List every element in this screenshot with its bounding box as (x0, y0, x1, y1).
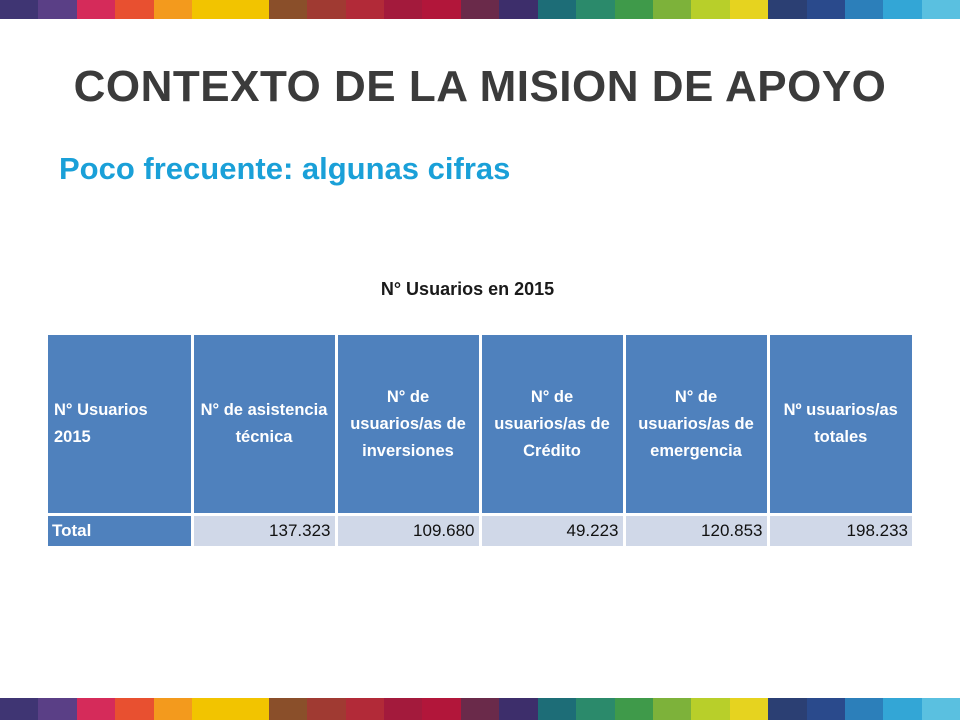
stripe-segment (153, 698, 193, 720)
stripe-segment (384, 698, 423, 720)
stripe-segment (384, 0, 423, 19)
stripe-segment (576, 0, 615, 19)
stripe-segment (806, 698, 845, 720)
stripe-segment (307, 0, 346, 19)
stripe-segment (537, 0, 577, 19)
stripe-segment (460, 0, 500, 19)
header-cell-emergency-users: N° de usuarios/as de emergencia (624, 335, 770, 513)
table-caption: N° Usuarios en 2015 (380, 279, 555, 299)
stripe-segment (499, 0, 538, 19)
stripe-segment (806, 0, 845, 19)
slide-subtitle: Poco frecuente: algunas cifras (59, 151, 511, 186)
users-table: N° Usuarios 2015 N° de asistencia técnic… (48, 335, 912, 546)
stripe-segment (0, 0, 39, 19)
cell-credit-users: 49.223 (480, 516, 626, 546)
stripe-segment (422, 698, 461, 720)
stripe-segment (691, 698, 730, 720)
bottom-color-stripe (0, 698, 960, 720)
row-label-total: Total (48, 516, 194, 546)
stripe-segment (268, 698, 308, 720)
stripe-segment (614, 698, 653, 720)
stripe-segment (307, 698, 346, 720)
cell-emergency-users: 120.853 (624, 516, 770, 546)
header-cell-total-users: Nº usuarios/as totales (768, 335, 912, 513)
header-cell-technical-assistance: N° de asistencia técnica (192, 335, 338, 513)
stripe-segment (115, 698, 154, 720)
stripe-segment (537, 698, 577, 720)
stripe-segment (38, 698, 77, 720)
stripe-segment (691, 0, 730, 19)
stripe-segment (729, 698, 769, 720)
stripe-segment (652, 698, 692, 720)
stripe-segment (614, 0, 653, 19)
stripe-segment (230, 0, 269, 19)
stripe-segment (268, 0, 308, 19)
stripe-segment (345, 0, 385, 19)
header-cell-users-2015: N° Usuarios 2015 (48, 335, 194, 513)
header-cell-investment-users: N° de usuarios/as de inversiones (336, 335, 482, 513)
header-cell-credit-users: N° de usuarios/as de Crédito (480, 335, 626, 513)
stripe-segment (192, 698, 231, 720)
table-row: Total 137.323 109.680 49.223 120.853 198… (48, 516, 912, 546)
stripe-segment (460, 698, 500, 720)
stripe-segment (76, 0, 116, 19)
stripe-segment (652, 0, 692, 19)
stripe-segment (921, 698, 960, 720)
stripe-segment (883, 698, 922, 720)
cell-investment-users: 109.680 (336, 516, 482, 546)
table-header-row: N° Usuarios 2015 N° de asistencia técnic… (48, 335, 912, 513)
stripe-segment (844, 698, 884, 720)
top-color-stripe (0, 0, 960, 19)
stripe-segment (115, 0, 154, 19)
cell-total-users: 198.233 (768, 516, 912, 546)
stripe-segment (768, 0, 807, 19)
stripe-segment (768, 698, 807, 720)
stripe-segment (0, 698, 39, 720)
stripe-segment (576, 698, 615, 720)
stripe-segment (422, 0, 461, 19)
stripe-segment (192, 0, 231, 19)
cell-technical-assistance: 137.323 (192, 516, 338, 546)
stripe-segment (883, 0, 922, 19)
stripe-segment (76, 698, 116, 720)
stripe-segment (729, 0, 769, 19)
stripe-segment (153, 0, 193, 19)
stripe-segment (345, 698, 385, 720)
stripe-segment (38, 0, 77, 19)
stripe-segment (921, 0, 960, 19)
stripe-segment (499, 698, 538, 720)
slide-title: CONTEXTO DE LA MISION DE APOYO (73, 62, 887, 111)
stripe-segment (230, 698, 269, 720)
stripe-segment (844, 0, 884, 19)
